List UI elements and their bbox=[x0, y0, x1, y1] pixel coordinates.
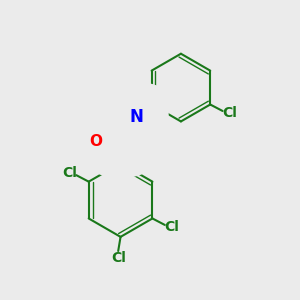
Text: H: H bbox=[121, 108, 130, 121]
Text: S: S bbox=[114, 132, 127, 150]
Text: Cl: Cl bbox=[62, 166, 77, 180]
Text: Cl: Cl bbox=[222, 106, 237, 120]
Text: O: O bbox=[139, 134, 152, 149]
Text: Cl: Cl bbox=[164, 220, 179, 234]
Text: O: O bbox=[89, 134, 102, 149]
Text: N: N bbox=[130, 108, 144, 126]
Text: Cl: Cl bbox=[111, 251, 126, 265]
